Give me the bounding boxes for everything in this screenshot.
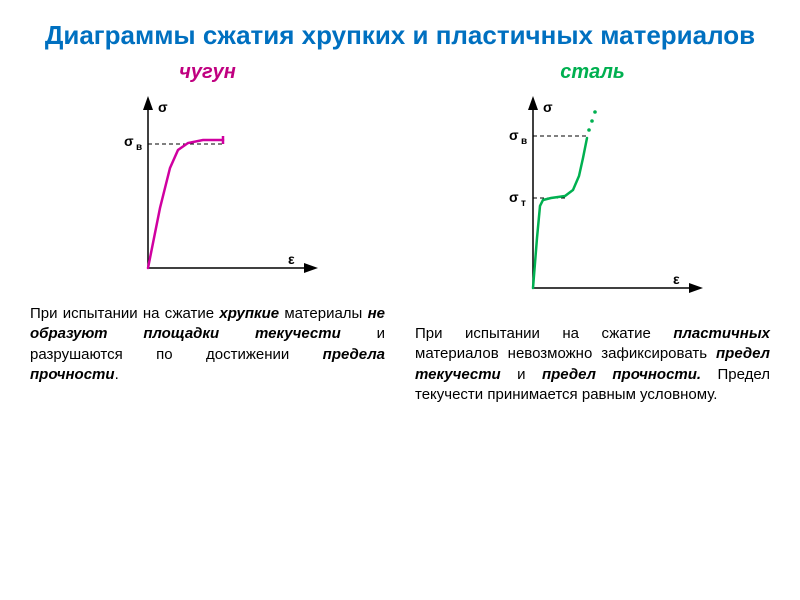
chart-right: σ ε σ в σ т — [473, 88, 713, 308]
y-axis-label: σ — [158, 99, 168, 115]
text-run: . — [115, 366, 119, 383]
sigma-b-label: σ — [509, 127, 519, 143]
sigma-t-sub: т — [521, 198, 526, 209]
text-run: хрупкие — [219, 305, 279, 322]
x-arrow-icon — [689, 283, 703, 293]
dotted-tail — [587, 110, 597, 132]
dot-icon — [590, 119, 594, 123]
chart-left: σ ε σ в — [88, 88, 328, 288]
x-arrow-icon — [304, 263, 318, 273]
subtitle-right: сталь — [560, 61, 625, 84]
y-arrow-icon — [143, 96, 153, 110]
subtitle-left: чугун — [179, 61, 236, 84]
text-run: предел прочности. — [542, 366, 701, 383]
sigma-b-label: σ — [124, 133, 134, 149]
curve — [533, 138, 587, 288]
sigma-b-sub: в — [136, 142, 142, 153]
para-right: При испытании на сжатие пластичных матер… — [415, 324, 770, 405]
sigma-t-label: σ — [509, 189, 519, 205]
sigma-b-sub: в — [521, 136, 527, 147]
curve — [148, 140, 223, 268]
page-title: Диаграммы сжатия хрупких и пластичных ма… — [30, 20, 770, 51]
text-run: При испытании на сжатие — [415, 325, 673, 342]
text-run: материалы — [279, 305, 368, 322]
x-axis-label: ε — [673, 271, 680, 287]
text-run: При испытании на сжатие — [30, 305, 219, 322]
col-right: сталь σ ε σ в σ т При испытании на сжати… — [415, 61, 770, 405]
dot-icon — [587, 128, 591, 132]
text-run: материалов невозможно зафиксировать — [415, 345, 716, 362]
y-axis-label: σ — [543, 99, 553, 115]
x-axis-label: ε — [288, 251, 295, 267]
columns: чугун σ ε σ в При испытании на сжатие хр… — [30, 61, 770, 405]
y-arrow-icon — [528, 96, 538, 110]
dot-icon — [593, 110, 597, 114]
col-left: чугун σ ε σ в При испытании на сжатие хр… — [30, 61, 385, 405]
para-left: При испытании на сжатие хрупкие материал… — [30, 304, 385, 385]
text-run: и — [501, 366, 542, 383]
text-run: пластичных — [673, 325, 770, 342]
